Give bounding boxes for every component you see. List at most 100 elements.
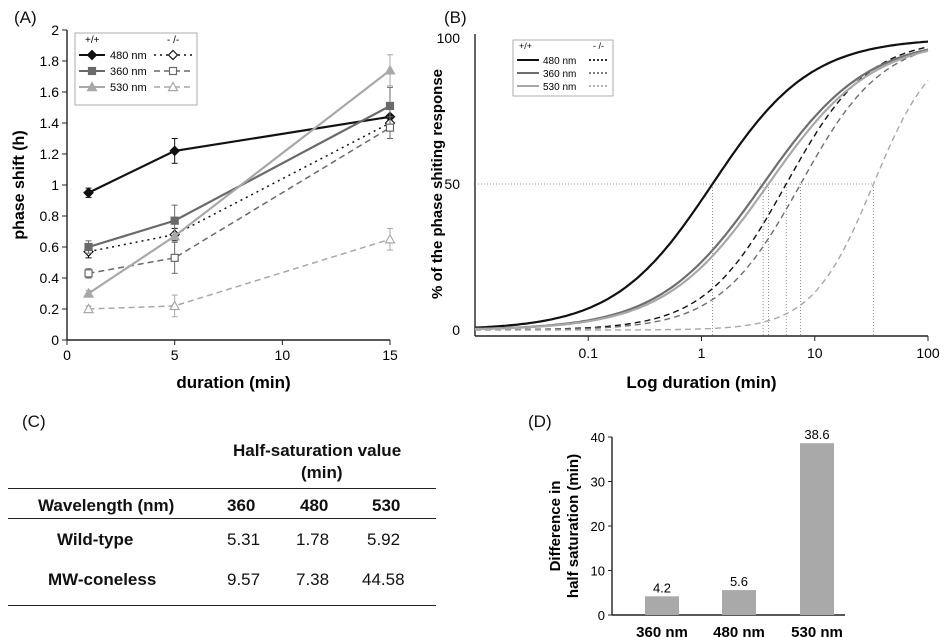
table-rule-bottom <box>8 605 436 606</box>
table-header-wavelength: Wavelength (nm) <box>38 496 175 515</box>
bar-value-label: 5.6 <box>730 574 748 589</box>
y-tick-label: 50 <box>444 176 460 192</box>
chart-b-log-duration: 0 50 100 0.1 1 10 100 Log duration (min) % of th… <box>430 30 940 392</box>
point-marker <box>168 66 178 76</box>
point-marker <box>169 300 181 311</box>
legend-header-wt: +/+ <box>519 41 532 51</box>
bar <box>800 443 834 615</box>
x-tick-label: 10 <box>807 345 823 361</box>
point-marker <box>169 230 181 241</box>
panel-b-letter: (B) <box>444 8 467 27</box>
x-tick-label: 480 nm <box>713 624 765 637</box>
x-tick-label: 5 <box>171 347 179 363</box>
point-marker <box>169 145 181 157</box>
y-tick-label: 0.8 <box>40 208 60 224</box>
table-cell: 44.58 <box>362 570 405 589</box>
y-axis-label-line1: Difference in <box>547 481 564 572</box>
table-row-label: MW-coneless <box>48 570 157 589</box>
table-row-label: Wild-type <box>57 530 134 549</box>
legend-label: 480 nm <box>543 56 576 67</box>
y-tick-label: 0 <box>452 322 460 338</box>
table-cell: 9.57 <box>227 570 261 589</box>
table-cell: 7.38 <box>296 570 330 589</box>
point-marker <box>83 287 95 298</box>
bar-value-label: 4.2 <box>653 580 671 595</box>
point-marker <box>384 233 396 244</box>
table-cell: 1.78 <box>296 530 330 549</box>
point-marker <box>84 242 93 252</box>
x-axis-label: Log duration (min) <box>626 373 776 392</box>
point-marker <box>170 253 179 262</box>
legend-label: 360 nm <box>543 69 576 80</box>
series-curve <box>474 40 929 329</box>
legend-header-wt: +/+ <box>85 35 100 46</box>
table-title: Half-saturation value <box>233 441 402 460</box>
point-marker <box>170 216 179 225</box>
x-tick-label: 360 nm <box>636 624 688 637</box>
series-line <box>88 115 391 194</box>
series-curve <box>474 49 929 331</box>
series-line <box>88 127 391 275</box>
legend-header-ko: - /- <box>593 41 604 51</box>
y-tick-label: 100 <box>437 30 461 46</box>
table-header-530: 530 <box>372 496 401 515</box>
y-tick-label: 1 <box>51 177 59 193</box>
point-marker <box>167 81 179 92</box>
panel-c-letter: (C) <box>22 412 46 431</box>
table-header-360: 360 <box>227 496 256 515</box>
point-marker <box>83 303 95 314</box>
x-tick-label: 1 <box>698 345 706 361</box>
point-marker <box>167 49 179 61</box>
series-curve <box>475 79 929 331</box>
point-marker <box>385 101 395 111</box>
point-marker <box>384 64 396 75</box>
chart-d-difference-bars: 0 10 20 30 40 4.2 360 nm 5.6 480 nm 38.6 530 nm Dif… <box>547 427 845 637</box>
y-tick-label: 40 <box>591 430 605 445</box>
y-tick-label: 10 <box>591 564 605 579</box>
point-marker <box>86 49 98 61</box>
series-line <box>88 238 391 310</box>
table-rule-mid <box>8 518 436 519</box>
x-axis-label: duration (min) <box>176 373 290 392</box>
legend-label: 530 nm <box>543 82 576 93</box>
y-tick-label: 1.6 <box>40 84 60 100</box>
table-cell: 5.31 <box>227 530 261 549</box>
y-tick-label: 1.2 <box>40 146 60 162</box>
x-tick-label: 15 <box>382 347 398 363</box>
legend-label: 360 nm <box>110 66 147 78</box>
panel-a-letter: (A) <box>14 8 37 27</box>
y-tick-label: 0 <box>598 608 605 623</box>
chart-a-phase-shift: 0 0.2 0.4 0.6 0.8 1 1.2 1.4 1.6 1.8 2 0 5 10 15 duratio… <box>11 22 398 392</box>
legend-header-ko: - /- <box>167 35 179 46</box>
y-axis-label: % of the phase shiting response <box>430 69 446 299</box>
x-tick-label: 100 <box>916 345 940 361</box>
bar-value-label: 38.6 <box>804 427 829 442</box>
y-tick-label: 0 <box>51 332 59 348</box>
bar <box>722 590 756 615</box>
y-axis-label: phase shift (h) <box>11 130 28 239</box>
y-tick-label: 1.4 <box>40 115 60 131</box>
x-tick-label: 10 <box>275 347 291 363</box>
y-tick-label: 0.6 <box>40 239 60 255</box>
y-tick-label: 30 <box>591 475 605 490</box>
legend-label: 530 nm <box>110 82 147 94</box>
y-tick-label: 2 <box>51 22 59 38</box>
point-marker <box>385 123 395 132</box>
table-cell: 5.92 <box>367 530 401 549</box>
y-tick-label: 20 <box>591 519 605 534</box>
x-tick-label: 530 nm <box>791 624 843 637</box>
table-rule-top <box>8 488 436 489</box>
series-line <box>88 104 391 249</box>
y-tick-label: 1.8 <box>40 53 60 69</box>
table-header-480: 480 <box>300 496 329 515</box>
y-tick-label: 0.2 <box>40 301 60 317</box>
point-marker <box>87 66 97 76</box>
point-marker <box>83 187 94 199</box>
bar <box>645 596 679 615</box>
x-tick-label: 0.1 <box>579 345 599 361</box>
x-tick-label: 0 <box>63 347 71 363</box>
table-title-unit: (min) <box>301 463 343 482</box>
y-tick-label: 0.4 <box>40 270 60 286</box>
table-half-saturation: Half-saturation value (min) Wavelength (… <box>0 425 440 637</box>
panel-d-letter: (D) <box>528 412 552 431</box>
